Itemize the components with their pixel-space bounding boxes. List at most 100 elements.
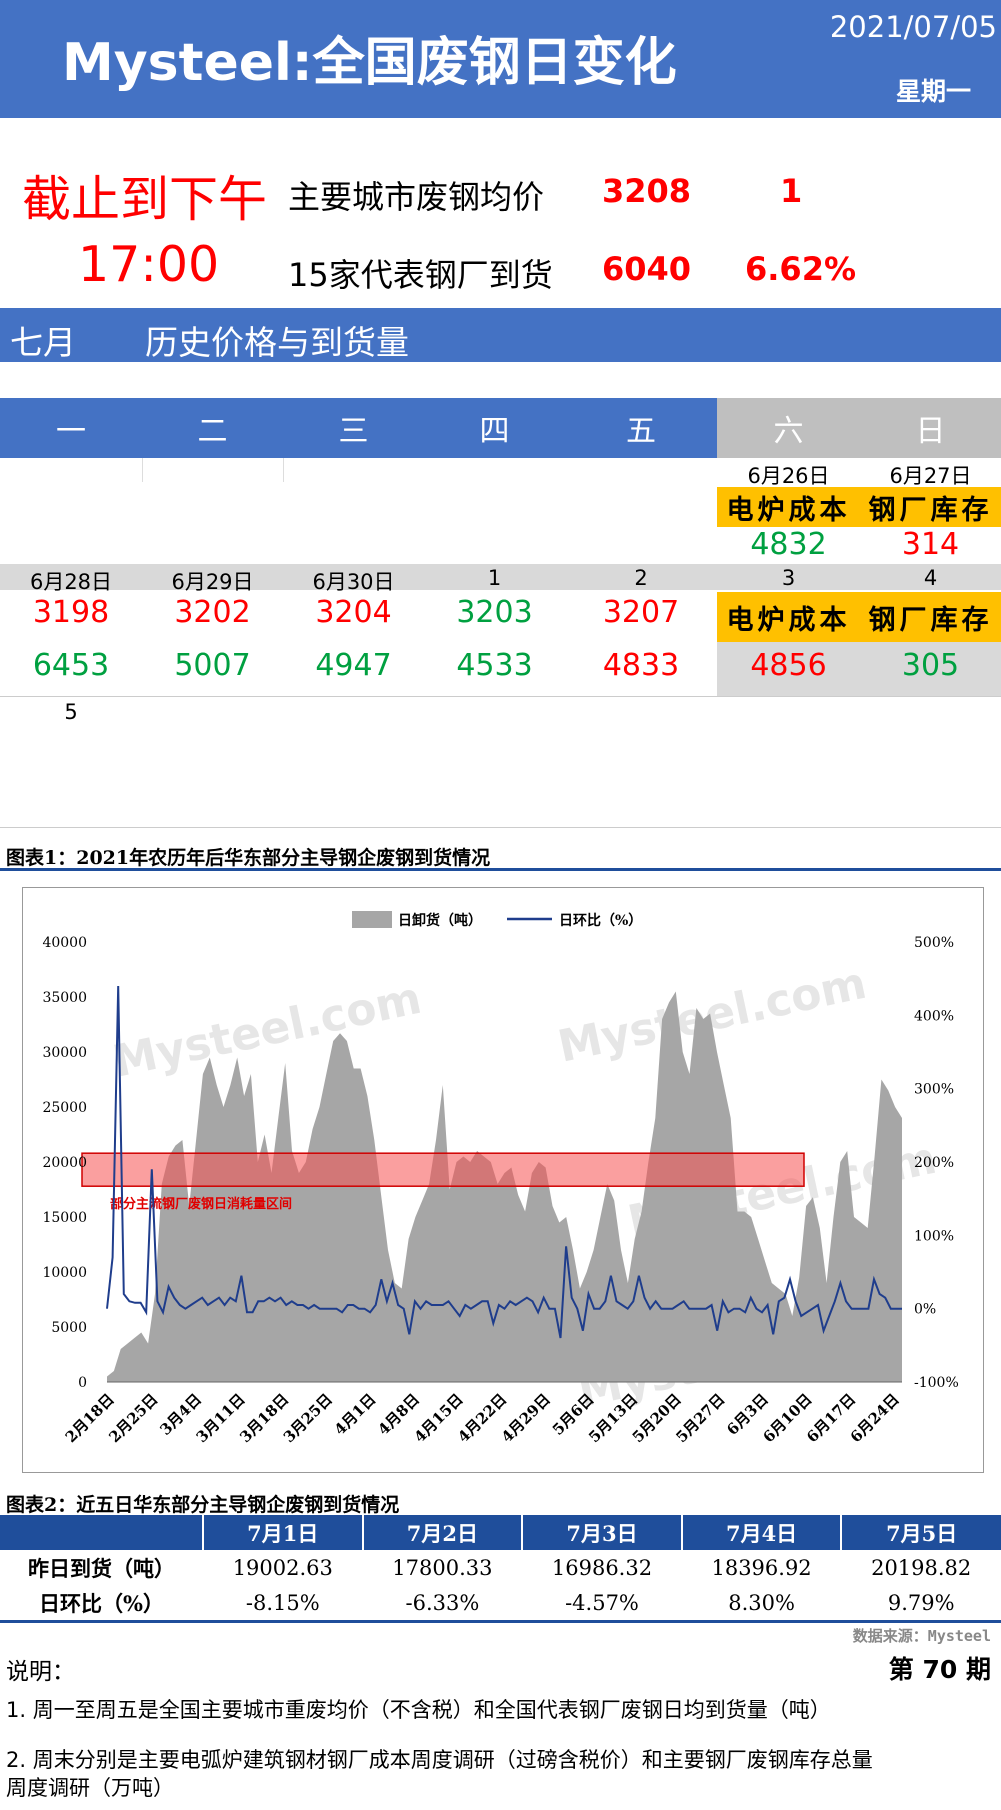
cal-date: 1 bbox=[487, 566, 502, 590]
weekday-tue: 二 bbox=[142, 398, 283, 458]
band-annotation: 部分主流钢厂废钢日消耗量区间 bbox=[110, 1196, 292, 1212]
price-value: 3203 bbox=[456, 595, 533, 630]
cal-date: 6月28日 bbox=[29, 570, 113, 594]
report-weekday: 星期一 bbox=[895, 77, 971, 106]
chart1-title-rule bbox=[0, 868, 1001, 871]
consumption-band bbox=[81, 1152, 805, 1187]
y-left-tick: 0 bbox=[78, 1375, 87, 1391]
arrival-value: 6040 bbox=[602, 250, 692, 288]
y-left-tick: 30000 bbox=[42, 1045, 87, 1061]
weekday-fri: 五 bbox=[565, 398, 717, 458]
cal-date: 6月30日 bbox=[312, 570, 395, 594]
y-left-tick: 15000 bbox=[42, 1210, 87, 1226]
mill-inventory-value: 314 bbox=[901, 527, 960, 562]
table-cell: 8.30% bbox=[728, 1590, 795, 1615]
arrival-count: 5007 bbox=[174, 648, 251, 683]
cal-date: 3 bbox=[781, 566, 796, 590]
table-header-cell: 7月4日 bbox=[680, 1515, 842, 1550]
mill-inventory-value: 305 bbox=[901, 648, 960, 683]
table-header-cell: 7月3日 bbox=[521, 1515, 682, 1550]
note-item: 2. 周末分别是主要电弧炉建筑钢材钢厂成本周度调研（过磅含税价）和主要钢厂废钢库… bbox=[6, 1748, 873, 1772]
notes-title: 说明： bbox=[6, 1659, 75, 1685]
weekday-thu: 四 bbox=[424, 398, 565, 458]
report-date: 2021/07/05 bbox=[829, 10, 997, 44]
calendar-header: 一 二 三 四 五 六 日 bbox=[0, 398, 1001, 458]
arrival-count: 4947 bbox=[315, 648, 392, 683]
table-header-row: 7月1日 7月2日 7月3日 7月4日 7月5日 bbox=[0, 1515, 1001, 1550]
table-header-cell: 7月1日 bbox=[202, 1515, 363, 1550]
weekend-value-bg bbox=[717, 642, 1001, 696]
y-left-tick: 10000 bbox=[42, 1265, 87, 1281]
y-right-tick: 0% bbox=[914, 1302, 936, 1318]
avg-price-label: 主要城市废钢均价 bbox=[288, 178, 545, 216]
price-value: 3207 bbox=[602, 595, 680, 630]
arrival-count: 6453 bbox=[32, 648, 110, 683]
page-title: Mysteel:全国废钢日变化 bbox=[62, 33, 677, 93]
weekday-mon: 一 bbox=[0, 398, 142, 458]
price-value: 3204 bbox=[315, 595, 392, 630]
chart1-title: 图表1：2021年农历年后华东部分主导钢企废钢到货情况 bbox=[6, 847, 491, 869]
table-header-cell: 7月2日 bbox=[361, 1515, 523, 1550]
arrival-count: 4533 bbox=[456, 648, 533, 683]
header-bar bbox=[0, 0, 1001, 118]
table-row-label: 昨日到货（吨） bbox=[28, 1555, 175, 1581]
table-cell: -6.33% bbox=[405, 1590, 480, 1615]
note-item: 周度调研（万吨） bbox=[6, 1776, 174, 1800]
eaf-cost-label: 电炉成本 bbox=[717, 487, 860, 527]
table-cell: 16986.32 bbox=[551, 1555, 653, 1580]
weekday-sun: 日 bbox=[860, 398, 1001, 458]
arrival-label: 15家代表钢厂到货 bbox=[288, 256, 553, 294]
eaf-cost-label: 电炉成本 bbox=[717, 592, 860, 642]
eaf-cost-value: 4856 bbox=[750, 648, 827, 683]
legend-label: 日卸货（吨） bbox=[398, 912, 482, 929]
table-cell: -4.57% bbox=[565, 1590, 639, 1615]
month-section-title: 历史价格与到货量 bbox=[145, 323, 409, 362]
cutoff-time: 17:00 bbox=[78, 236, 220, 293]
arrival-table: 7月1日 7月2日 7月3日 7月4日 7月5日 昨日到货（吨） 19002.6… bbox=[0, 1515, 1001, 1623]
issue-number: 第 70 期 bbox=[888, 1655, 991, 1684]
legend-label: 日环比（%） bbox=[559, 912, 642, 929]
cal-date: 6月26日 bbox=[747, 464, 830, 488]
table-cell: 18396.92 bbox=[711, 1555, 812, 1580]
cal-date: 4 bbox=[923, 566, 938, 590]
pct-change-line bbox=[106, 985, 902, 1339]
month-label: 七月 bbox=[10, 323, 76, 362]
y-left-tick: 25000 bbox=[42, 1100, 87, 1116]
weekday-sat: 六 bbox=[717, 398, 860, 458]
eaf-cost-value: 4832 bbox=[750, 527, 827, 562]
cal-date: 5 bbox=[64, 700, 78, 724]
legend-swatch-area bbox=[352, 911, 392, 928]
y-right-tick: 400% bbox=[914, 1008, 954, 1024]
table-cell: 19002.63 bbox=[232, 1555, 333, 1580]
data-source: 数据来源：Mysteel bbox=[852, 1627, 991, 1645]
table-cell: 17800.33 bbox=[392, 1555, 493, 1580]
cal-date: 6月29日 bbox=[171, 570, 254, 594]
y-right-tick: 500% bbox=[914, 935, 954, 951]
chart2-title: 图表2：近五日华东部分主导钢企废钢到货情况 bbox=[6, 1494, 400, 1516]
table-header-cell bbox=[0, 1515, 203, 1550]
arrival-count: 4833 bbox=[602, 648, 680, 683]
arrival-change: 6.62% bbox=[745, 250, 857, 288]
y-right-tick: 300% bbox=[914, 1082, 954, 1098]
avg-price-change: 1 bbox=[780, 172, 803, 210]
date-row-bg bbox=[0, 564, 1001, 590]
table-row: 日环比（%） -8.15% -6.33% -4.57% 8.30% 9.79% bbox=[0, 1585, 1001, 1622]
table-row: 昨日到货（吨） 19002.63 17800.33 16986.32 18396… bbox=[0, 1550, 1001, 1585]
table-cell: 20198.82 bbox=[871, 1555, 972, 1580]
table-cell: -8.15% bbox=[245, 1590, 320, 1615]
cutoff-label: 截止到下午 bbox=[22, 171, 268, 228]
price-value: 3198 bbox=[32, 595, 110, 630]
y-left-tick: 5000 bbox=[51, 1320, 87, 1336]
y-right-tick: 200% bbox=[914, 1155, 954, 1171]
cell-divider bbox=[142, 458, 143, 482]
y-right-tick: 100% bbox=[914, 1228, 954, 1244]
y-right-tick: -100% bbox=[914, 1375, 959, 1391]
row-divider bbox=[0, 696, 1001, 697]
weekday-wed: 三 bbox=[283, 398, 424, 458]
y-left-tick: 35000 bbox=[42, 990, 87, 1006]
month-bar: 七月 历史价格与到货量 bbox=[0, 308, 1001, 362]
arrival-chart: Mysteel.comMysteel.comMysteel.comMysteel… bbox=[22, 887, 984, 1473]
table-header-cell: 7月5日 bbox=[840, 1515, 1001, 1550]
mill-inventory-label: 钢厂库存 bbox=[860, 592, 1001, 642]
table-cell: 9.79% bbox=[887, 1590, 955, 1615]
